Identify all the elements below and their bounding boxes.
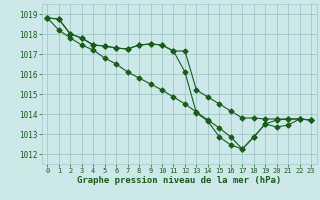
X-axis label: Graphe pression niveau de la mer (hPa): Graphe pression niveau de la mer (hPa) xyxy=(77,176,281,185)
